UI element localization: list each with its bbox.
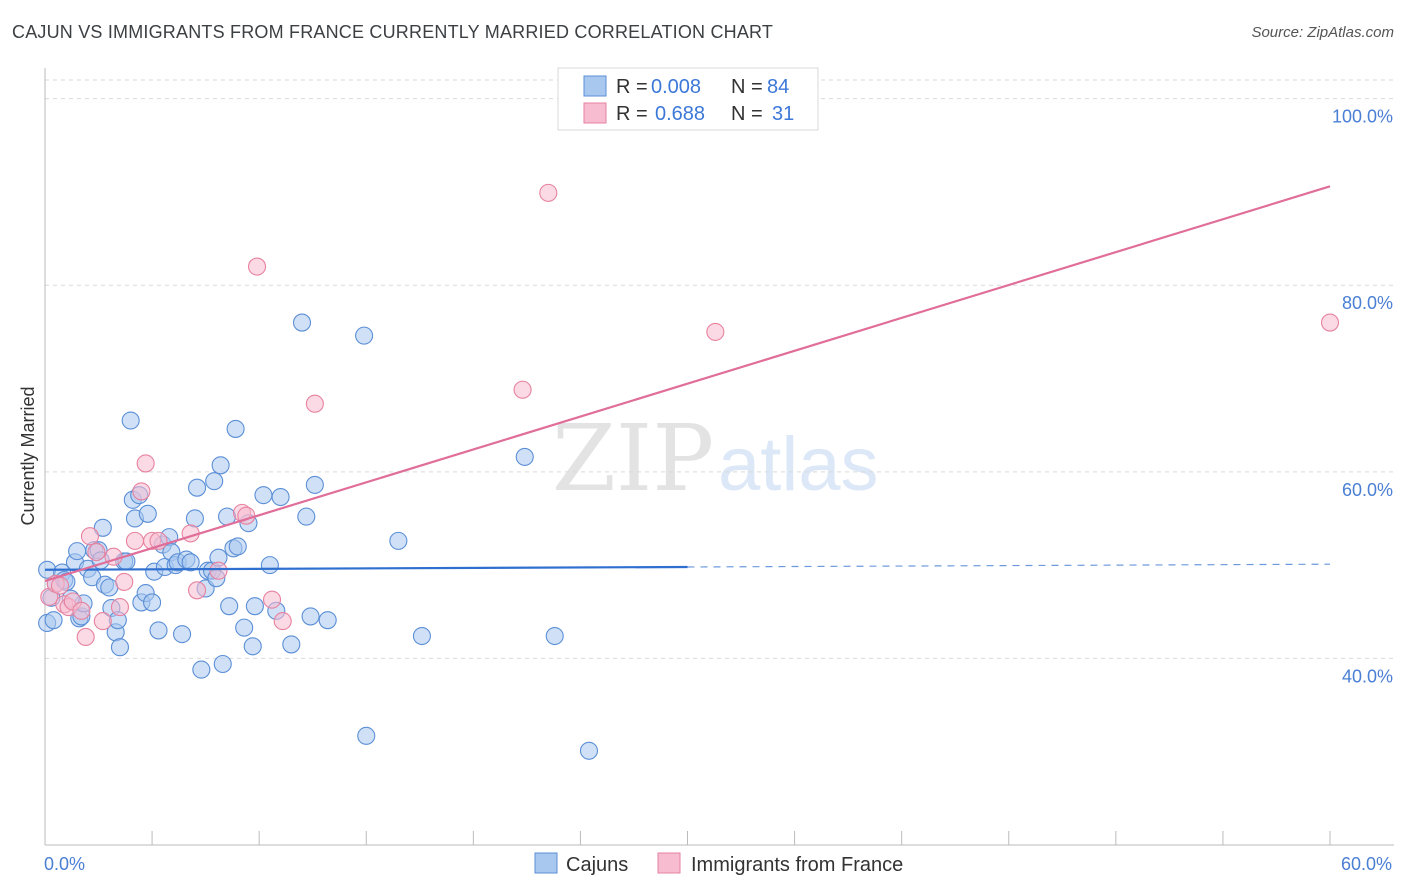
y-tick-label: 40.0% <box>1342 666 1393 686</box>
france-point <box>209 561 228 580</box>
source-credit: Source: ZipAtlas.com <box>1251 24 1394 41</box>
cajun-point <box>211 456 230 475</box>
cajun-point <box>192 660 211 679</box>
stats-n-value-france: 31 <box>772 103 794 125</box>
cajun-point <box>181 553 200 572</box>
x-ticks <box>44 831 1331 845</box>
grid-lines <box>45 79 1394 659</box>
cajun-point <box>412 626 431 646</box>
france-point <box>136 454 155 473</box>
cajun-point <box>282 635 301 654</box>
cajun-point <box>121 411 140 430</box>
cajun-point <box>318 611 337 630</box>
y-axis-label: Currently Married <box>18 386 38 525</box>
chart-title: CAJUN VS IMMIGRANTS FROM FRANCE CURRENTL… <box>12 22 774 42</box>
france-point <box>93 612 112 631</box>
france-point <box>513 380 532 399</box>
watermark-atlas: atlas <box>718 422 879 507</box>
cajun-point <box>44 611 63 630</box>
france-point <box>539 183 558 202</box>
cajun-point <box>579 741 599 760</box>
france-point <box>110 598 130 617</box>
cajun-point <box>235 618 254 637</box>
cajun-point <box>205 472 224 491</box>
cajun-point <box>243 637 262 656</box>
france-point <box>50 576 70 595</box>
france-point <box>132 482 151 501</box>
cajun-point <box>93 518 112 537</box>
france-point <box>115 572 134 591</box>
cajun-point <box>185 509 204 528</box>
x-tick-label-min: 0.0% <box>44 854 85 874</box>
cajun-point <box>301 607 320 626</box>
series-cajuns <box>38 313 599 760</box>
stats-n-value-cajun: 84 <box>767 76 789 98</box>
stats-n-label-cajun: N = <box>731 76 763 98</box>
cajun-point <box>138 504 157 523</box>
france-point <box>80 527 100 546</box>
stats-r-value-france: 0.688 <box>655 103 705 125</box>
series-immigrants-from-france <box>40 183 1340 647</box>
cajun-point <box>545 626 564 646</box>
cajun-point <box>254 486 273 505</box>
france-point <box>305 394 324 413</box>
stats-legend-swatch-cajun <box>583 75 607 97</box>
france-point <box>706 322 725 341</box>
cajun-point <box>228 537 247 556</box>
cajun-point <box>260 556 279 575</box>
legend-swatch-france <box>657 852 681 874</box>
stats-r-label-cajun: R = <box>616 76 648 98</box>
cajun-point <box>173 625 192 644</box>
france-point <box>76 627 95 647</box>
axes <box>44 68 1394 846</box>
cajun-point <box>245 597 264 616</box>
legend-label-cajuns: Cajuns <box>566 854 628 876</box>
cajun-point <box>389 531 408 550</box>
france-point <box>262 590 282 609</box>
y-tick-label: 60.0% <box>1342 480 1393 500</box>
france-point <box>125 531 144 550</box>
trend-lines <box>44 185 1331 583</box>
y-tick-label: 100.0% <box>1332 107 1393 127</box>
cajun-point <box>292 313 312 332</box>
stats-n-label-france: N = <box>731 103 763 125</box>
watermark-zip: ZIP <box>552 405 714 512</box>
cajun-point <box>357 726 376 745</box>
cajun-point <box>271 487 290 507</box>
cajun-point <box>149 621 168 640</box>
y-tick-label: 80.0% <box>1342 293 1393 313</box>
cajun-point <box>515 447 534 466</box>
cajun-point <box>226 419 245 438</box>
series-legend: Cajuns Immigrants from France <box>534 852 903 876</box>
france-point <box>87 543 106 562</box>
y-tick-labels: 40.0% 60.0% 80.0% 100.0% <box>1332 107 1393 687</box>
legend-swatch-cajuns <box>534 852 558 874</box>
cajun-point <box>143 593 162 612</box>
cajun-point <box>220 597 239 616</box>
stats-legend-swatch-france <box>583 102 607 124</box>
legend-label-immigrants-from-france: Immigrants from France <box>691 854 903 876</box>
cajun-point <box>305 475 324 494</box>
france-point <box>188 581 207 600</box>
france-point <box>72 601 91 620</box>
france-point <box>273 612 292 631</box>
cajun-point <box>68 542 87 561</box>
stats-r-label-france: R = <box>616 103 648 125</box>
france-point <box>1320 313 1340 332</box>
stats-r-value-cajun: 0.008 <box>651 76 701 98</box>
cajun-point <box>110 638 130 657</box>
stats-legend: R = 0.008 N = 84 R = 0.688 N = 31 <box>557 67 819 131</box>
x-tick-label-max: 60.0% <box>1341 854 1392 874</box>
cajun-point <box>213 654 232 674</box>
cajun-point <box>188 478 207 497</box>
cajun-point <box>355 326 374 345</box>
trend-line-immigrants-from-france <box>44 185 1331 583</box>
france-point <box>247 257 267 276</box>
trend-line-cajuns-extension <box>687 563 1331 568</box>
trend-line-cajuns <box>44 565 688 571</box>
cajun-point <box>297 507 316 526</box>
